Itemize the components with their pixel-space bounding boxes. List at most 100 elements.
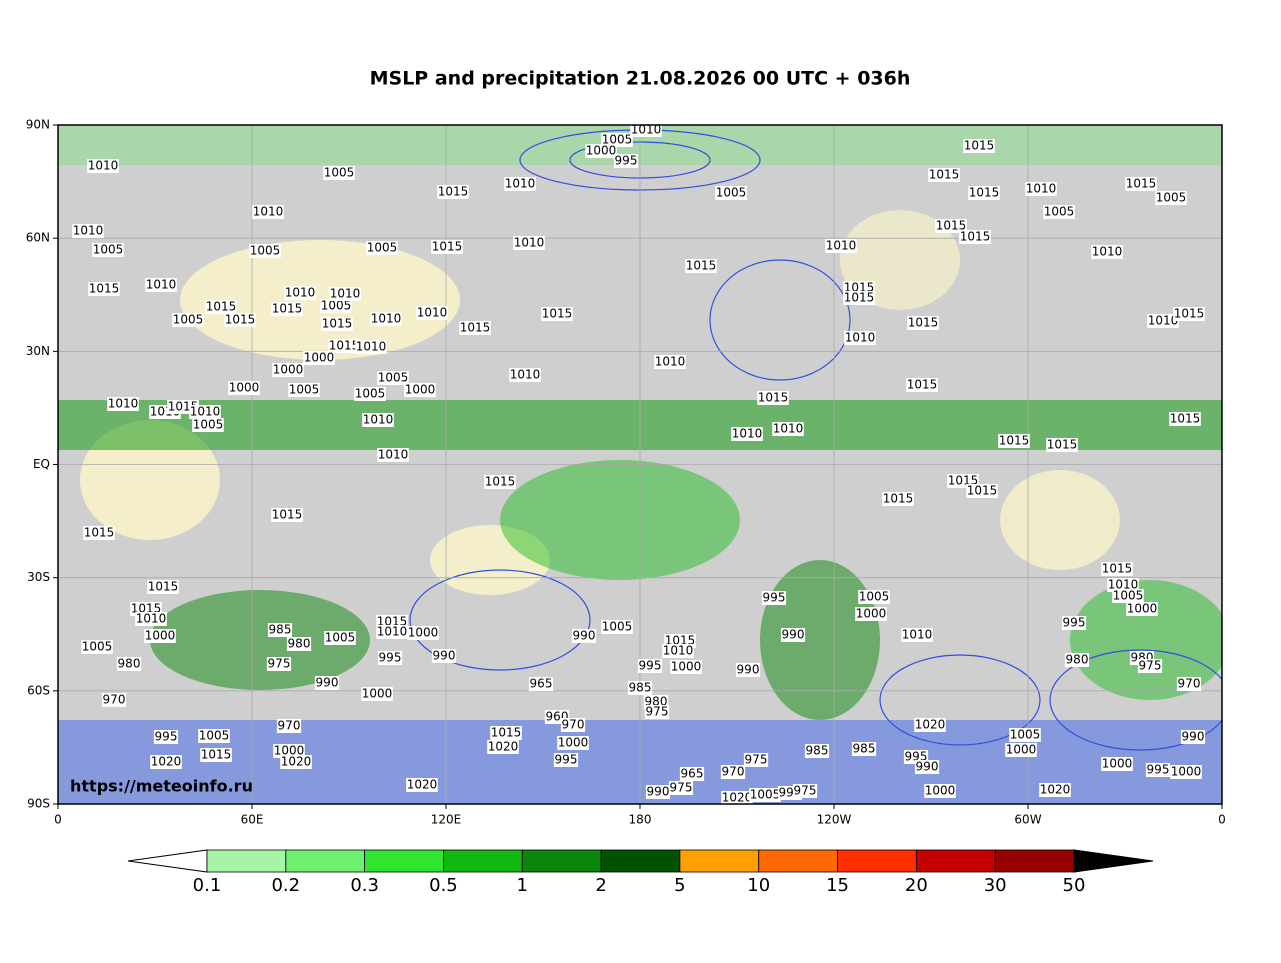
isobar-label: 1010	[378, 448, 409, 462]
isobar-label-bg	[780, 628, 806, 642]
isobar-label-bg	[280, 755, 312, 769]
isobar-label-bg	[1043, 205, 1075, 219]
isobar-label-bg	[81, 640, 113, 654]
isobar-label: 990	[1182, 730, 1205, 744]
isobar-label-bg	[679, 767, 705, 781]
isobar-label-bg	[1025, 182, 1057, 196]
isobar-label: 1015	[329, 339, 360, 353]
colorbar-tick-label: 50	[1063, 875, 1086, 896]
isobar-label-bg	[83, 526, 115, 540]
isobar-label: 1010	[285, 286, 316, 300]
isobar-label-bg	[721, 791, 753, 805]
isobar-label-bg	[645, 785, 671, 799]
isobar-label: 1010	[1026, 182, 1057, 196]
isobar-label: 1010	[773, 422, 804, 436]
isobar-label-bg	[377, 448, 409, 462]
isobar-label-bg	[924, 784, 956, 798]
isobar-label-bg	[323, 166, 355, 180]
isobar-label-bg	[92, 243, 124, 257]
lat-tick-label: 60N	[26, 231, 50, 245]
isobar-label-bg	[855, 607, 887, 621]
lon-tick-label: 180	[629, 813, 652, 827]
isobar-label-bg	[1169, 412, 1201, 426]
isobar-label: 1005	[602, 133, 633, 147]
isobar-label-bg	[1009, 728, 1041, 742]
isobar-label-bg	[249, 244, 281, 258]
lat-tick-label: 30S	[27, 570, 50, 584]
isobar-label-bg	[968, 186, 1000, 200]
isobar-label: 1010	[663, 644, 694, 658]
isobar-label-bg	[1107, 578, 1139, 592]
isobar-label: 1015	[967, 484, 998, 498]
isobar-label: 1015	[999, 434, 1030, 448]
isobar-label-bg	[72, 224, 104, 238]
isobar-label-bg	[267, 623, 293, 637]
isobar-label: 1005	[173, 313, 204, 327]
isobar-label-bg	[844, 331, 876, 345]
isobar-label: 1000	[925, 784, 956, 798]
isobar-label: 970	[278, 719, 301, 733]
isobar-label: 1015	[758, 391, 789, 405]
isobar-label-bg	[882, 492, 914, 506]
isobar-label-bg	[670, 660, 702, 674]
isobar-label: 1000	[856, 607, 887, 621]
lon-tick-label: 0	[54, 813, 62, 827]
isobar-label-bg	[560, 718, 586, 732]
isobar-label-bg	[377, 371, 409, 385]
isobar-label-bg	[329, 287, 361, 301]
colorbar-tick-label: 30	[984, 875, 1007, 896]
isobar-label: 1020	[407, 778, 438, 792]
isobar-label: 965	[681, 767, 704, 781]
isobar-label: 1005	[602, 620, 633, 634]
isobar-label-bg	[153, 730, 179, 744]
isobar-label: 1015	[686, 259, 717, 273]
isobar-label: 1000	[145, 629, 176, 643]
isobar-label: 1015	[907, 378, 938, 392]
isobar-label-bg	[437, 185, 469, 199]
isobar-label-bg	[200, 748, 232, 762]
isobar-label-bg	[284, 286, 316, 300]
isobar-label-bg	[963, 139, 995, 153]
isobar-label-bg	[998, 434, 1030, 448]
isobar-label: 1000	[304, 351, 335, 365]
isobar-label-bg	[1173, 307, 1205, 321]
isobar-label: 1010	[1092, 245, 1123, 259]
isobar-label: 1005	[367, 241, 398, 255]
isobar-label: 990	[782, 628, 805, 642]
colorbar-tick-label: 1	[517, 875, 528, 896]
lat-tick-label: 90S	[27, 797, 50, 811]
isobar-label: 995	[379, 651, 402, 665]
lat-tick-label: 60S	[27, 683, 50, 697]
isobar-label-bg	[286, 637, 312, 651]
isobar-label: 1000	[408, 626, 439, 640]
isobar-label-bg	[416, 306, 448, 320]
isobar-label: 1010	[108, 397, 139, 411]
colorbar-over	[1073, 849, 1154, 873]
grid: 90N 60N 30N EQ 30S 60S 90S 0 60E 120E 180 120W 60W 0	[26, 118, 1226, 827]
isobar-label-bg	[172, 313, 204, 327]
isobar-label: 1015	[908, 316, 939, 330]
colorbar-tick-label: 0.5	[429, 875, 458, 896]
isobar-label-bg	[288, 383, 320, 397]
isobar-label-bg	[490, 726, 522, 740]
isobar-label: 1015	[460, 321, 491, 335]
isobar-label-bg	[431, 240, 463, 254]
isobar-label-bg	[1046, 438, 1078, 452]
isobar-label: 1010	[146, 278, 177, 292]
isobar-label: 1015	[272, 508, 303, 522]
isobar-label: 1015	[84, 526, 115, 540]
isobar-label: 1000	[362, 687, 393, 701]
isobar-label: 1015	[322, 317, 353, 331]
colorbar-tick-label: 2	[595, 875, 606, 896]
colorbar-box	[994, 849, 1075, 873]
isobar-label-bg	[804, 744, 830, 758]
lat-tick-label: 30N	[26, 344, 50, 358]
isobar-label: 1005	[716, 186, 747, 200]
isobar-label: 975	[646, 705, 669, 719]
isobar-label: 990	[573, 629, 596, 643]
isobar-label: 975	[268, 657, 291, 671]
isobar-label-bg	[228, 381, 260, 395]
isobar-label-bg	[321, 317, 353, 331]
isobar-label-bg	[328, 339, 360, 353]
isobar-label-bg	[1180, 730, 1206, 744]
